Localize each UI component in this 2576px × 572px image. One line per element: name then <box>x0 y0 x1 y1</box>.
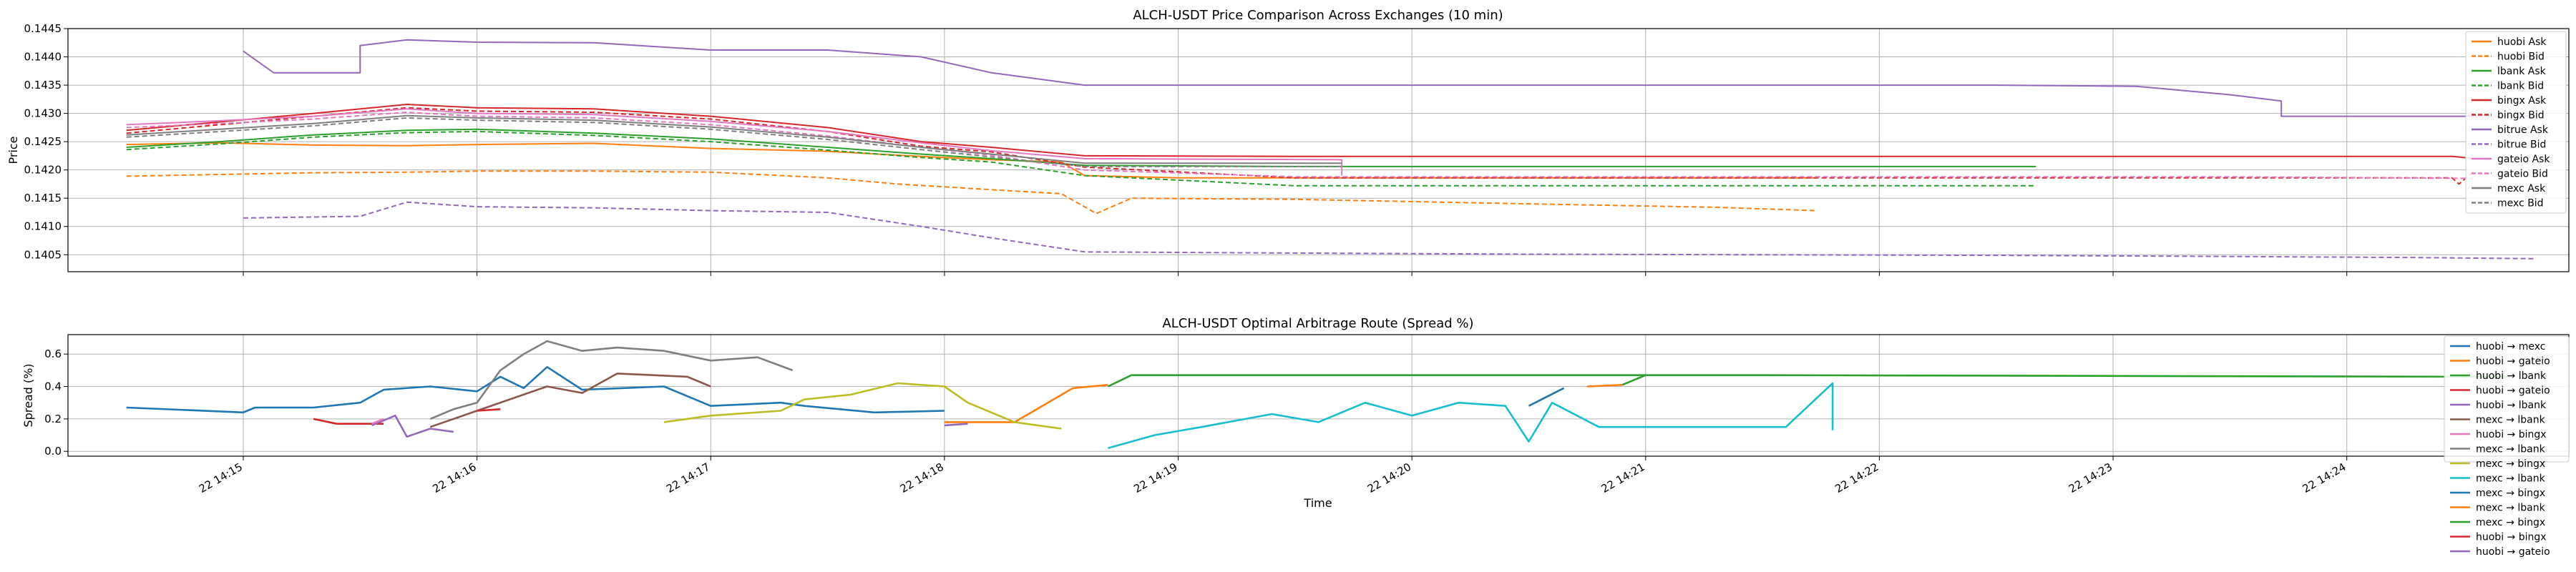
price-legend-box <box>2465 31 2567 214</box>
price-series-line <box>126 128 2036 167</box>
spread-series-line <box>1108 382 1834 449</box>
price-legend-label: bitrue Ask <box>2497 124 2549 136</box>
spread-legend-label: huobi → lbank <box>2476 370 2547 382</box>
spread-legend-label: huobi → gateio <box>2476 385 2550 397</box>
price-x-ticks <box>243 272 2348 276</box>
spread-y-tick-label: 0.4 <box>44 380 62 393</box>
price-y-tick-label: 0.1445 <box>24 22 62 35</box>
spread-x-axis-label: Time <box>1303 496 1332 510</box>
price-chart-title: ALCH-USDT Price Comparison Across Exchan… <box>1133 8 1503 23</box>
spread-legend: huobi → mexc huobi → gateio huobi → lbank h… <box>2444 335 2570 558</box>
price-y-ticks: 0.1405 0.1410 0.1415 0.1420 0.1425 0.1430 0.14… <box>24 22 68 261</box>
price-legend: huobi Ask huobi Bid lbank Ask lbank Bid bing… <box>2465 31 2567 214</box>
price-series-line <box>126 170 1817 214</box>
price-legend-label: gateio Bid <box>2497 169 2548 180</box>
spread-legend-label: huobi → mexc <box>2476 341 2545 352</box>
price-series-line <box>243 201 2534 260</box>
price-y-tick-label: 0.1405 <box>24 248 62 261</box>
spread-legend-label: huobi → gateio <box>2476 546 2550 558</box>
spread-series-line <box>429 340 794 420</box>
price-legend-label: gateio Ask <box>2497 154 2550 165</box>
price-y-tick-label: 0.1415 <box>24 192 62 204</box>
price-series-line <box>126 117 1342 167</box>
spread-series-line <box>1587 384 1623 388</box>
spread-series-line <box>1528 387 1565 407</box>
price-legend-label: bingx Ask <box>2497 95 2547 107</box>
price-legend-label: lbank Ask <box>2497 66 2547 77</box>
price-series-line <box>126 108 1343 176</box>
spread-chart-title: ALCH-USDT Optimal Arbitrage Route (Sprea… <box>1162 316 1473 331</box>
price-chart-panel: 0.1405 0.1410 0.1415 0.1420 0.1425 0.1430 0.14… <box>6 8 2570 276</box>
spread-series-line <box>126 365 945 414</box>
spread-series-line <box>944 423 968 427</box>
price-legend-label: huobi Ask <box>2497 36 2547 48</box>
spread-series-line <box>663 382 1062 430</box>
spread-legend-label: mexc → lbank <box>2476 415 2546 426</box>
price-series-line <box>126 114 1342 164</box>
spread-series-line <box>477 408 501 412</box>
spread-series-line <box>371 418 384 425</box>
price-axes-frame <box>67 28 2570 272</box>
price-series-line <box>126 107 2476 185</box>
price-y-tick-label: 0.1440 <box>24 51 62 64</box>
spread-y-tick-label: 0.0 <box>44 445 62 458</box>
price-series-line <box>126 104 2476 159</box>
price-y-axis-label: Price <box>6 136 20 164</box>
spread-legend-label: huobi → gateio <box>2476 356 2550 368</box>
spread-y-axis-label: Spread (%) <box>21 363 35 427</box>
spread-legend-label: mexc → bingx <box>2476 458 2545 470</box>
spread-legend-box <box>2444 335 2570 463</box>
spread-y-tick-label: 0.6 <box>44 347 62 360</box>
spread-y-ticks: 0.0 0.2 0.4 0.6 <box>44 347 68 458</box>
price-series-line <box>126 130 2036 187</box>
price-y-tick-label: 0.1425 <box>24 135 62 148</box>
spread-legend-label: huobi → bingx <box>2476 532 2547 543</box>
spread-y-tick-label: 0.2 <box>44 413 62 425</box>
spread-legend-label: mexc → lbank <box>2476 444 2546 455</box>
price-series-line <box>243 39 2534 117</box>
price-legend-label: huobi Bid <box>2497 51 2545 63</box>
spread-legend-label: mexc → lbank <box>2476 503 2546 514</box>
price-legend-label: bingx Bid <box>2497 110 2545 122</box>
price-y-tick-label: 0.1435 <box>24 79 62 92</box>
price-y-tick-label: 0.1420 <box>24 164 62 177</box>
spread-legend-label: huobi → bingx <box>2476 429 2547 440</box>
spread-series-line <box>944 384 1108 423</box>
price-legend-label: mexc Ask <box>2497 183 2546 194</box>
spread-series-line <box>313 418 384 425</box>
spread-legend-label: mexc → bingx <box>2476 488 2545 499</box>
spread-legend-label: huobi → lbank <box>2476 400 2547 411</box>
price-legend-label: mexc Bid <box>2497 198 2544 209</box>
price-y-tick-label: 0.1410 <box>24 220 62 233</box>
price-legend-label: bitrue Bid <box>2497 139 2546 151</box>
price-legend-label: lbank Bid <box>2497 81 2544 92</box>
spread-series-line <box>1621 374 1646 386</box>
price-series-lines <box>126 39 2534 260</box>
spread-legend-label: mexc → bingx <box>2476 517 2545 528</box>
price-y-tick-label: 0.1430 <box>24 107 62 120</box>
spread-series-line <box>371 415 454 438</box>
spread-legend-label: mexc → lbank <box>2476 473 2546 485</box>
